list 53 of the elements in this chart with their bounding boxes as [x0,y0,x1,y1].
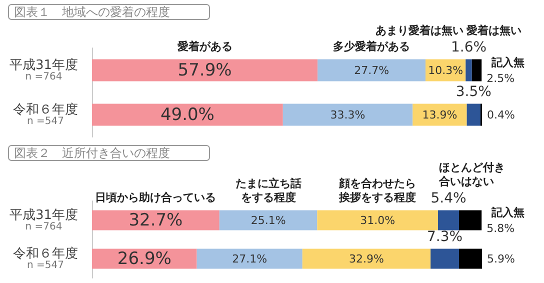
series-label: 記入無 [490,206,525,219]
series-label: たまに立ち話をする程度 [235,176,302,204]
data-label: 13.9% [422,108,458,122]
bar [412,104,467,126]
bar [92,210,220,230]
data-label: 5.8% [486,222,515,235]
text: ほとんど付き合いはない [438,160,505,188]
text: 愛着は無い [466,24,522,37]
text: あまり愛着は無い [376,24,464,37]
data-label: 25.1% [250,214,286,227]
bar [472,59,482,82]
bar [302,248,431,269]
bar [92,59,318,82]
bar [459,248,482,269]
bar [318,59,426,82]
series-label: 記入無 [490,56,525,69]
data-label: 5.9% [487,252,515,266]
data-label: 1.6% [450,39,487,56]
bar [317,210,438,230]
bar [459,210,482,230]
series-label: 顔を合わせたら挨拶をする程度 [338,176,416,204]
chart-title: 図表２ 近所付き合いの程度 [14,146,170,160]
data-label: 32.7% [128,210,183,230]
chart-title: 図表１ 地域への愛着の程度 [14,5,170,19]
data-label: 27.7% [354,64,390,77]
data-label: 57.9% [178,60,232,80]
bar [466,59,472,82]
data-label: 33.3% [330,108,366,122]
y-tick-label: 令和６年度 n =547 [13,245,78,271]
data-label: 26.9% [117,248,172,269]
series-label: 多少愛着がある [333,40,410,53]
bar [282,104,413,126]
bar [430,248,460,269]
data-label: 7.3% [427,228,463,245]
bar [196,248,302,269]
data-label: 2.5% [486,72,515,85]
series-label: 愛着がある [177,40,232,53]
data-label: 27.1% [232,252,268,266]
data-label: 3.5% [456,84,492,100]
bar [219,210,318,230]
data-label: 31.0% [360,214,396,227]
data-label: 32.9% [349,252,384,266]
bar [92,104,283,126]
y-tick-label: 平成31年度 n =764 [9,56,78,82]
data-label: 5.4% [430,190,466,206]
y-tick-label: 令和６年度 n =547 [13,101,78,127]
data-label: 10.3% [428,64,464,77]
data-label: 49.0% [160,104,214,125]
data-label: 0.4% [487,108,515,122]
series-label: 日頃から助け合っている [95,190,216,204]
y-tick-label: 平成31年度 n =764 [9,206,78,232]
bar [438,210,460,230]
bar [466,104,480,126]
